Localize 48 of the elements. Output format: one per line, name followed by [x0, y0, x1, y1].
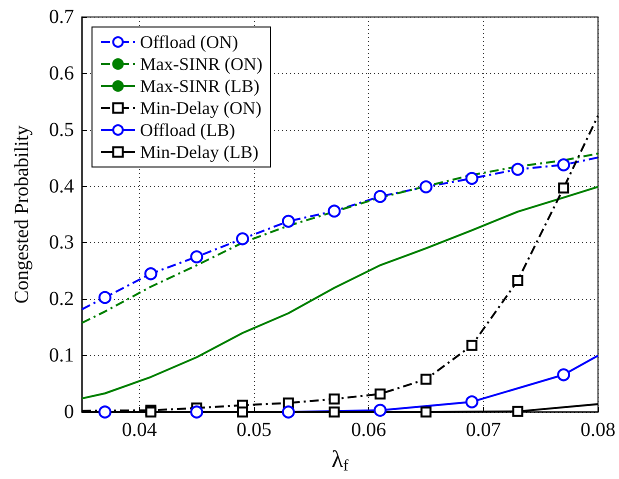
legend-label: Max-SINR (LB)	[140, 76, 260, 96]
y-axis-title: Congested Probability	[11, 125, 33, 304]
legend-label: Offload (LB)	[140, 120, 236, 140]
x-tick-label: 0.05	[236, 419, 272, 441]
point	[511, 162, 524, 176]
point	[466, 340, 478, 351]
y-tick-label: 0.4	[49, 175, 74, 198]
point	[282, 406, 295, 418]
point	[98, 406, 112, 418]
y-tick-label: 0.7	[49, 6, 74, 28]
x-tick-label: 0.07	[466, 419, 501, 441]
point	[282, 214, 295, 228]
point	[236, 232, 250, 246]
point	[328, 406, 340, 418]
legend-label: Min-Delay (ON)	[140, 98, 262, 118]
point	[328, 394, 340, 405]
x-tick-label: 0.06	[351, 419, 386, 441]
point	[420, 406, 432, 418]
x-tick-label: 0.08	[580, 419, 616, 441]
point	[512, 406, 524, 417]
legend-label: Offload (ON)	[140, 32, 238, 52]
point	[512, 275, 524, 286]
point	[374, 404, 387, 417]
point	[190, 406, 204, 418]
y-tick-label: 0.2	[49, 288, 74, 310]
legend-label: Min-Delay (LB)	[140, 142, 258, 162]
point	[557, 158, 570, 172]
y-tick-label: 0	[64, 401, 74, 423]
point	[465, 172, 478, 185]
y-tick-label: 0.6	[49, 62, 74, 84]
point	[98, 290, 112, 304]
point	[557, 368, 570, 382]
point	[144, 267, 158, 280]
point	[420, 374, 432, 385]
legend-label: Max-SINR (ON)	[140, 54, 262, 74]
point	[237, 406, 248, 418]
point	[420, 180, 432, 194]
y-tick-label: 0.3	[49, 232, 74, 254]
point	[374, 190, 387, 203]
point	[190, 250, 204, 264]
y-tick-label: 0.1	[49, 344, 74, 367]
point	[558, 182, 570, 194]
point	[374, 388, 386, 400]
point	[328, 204, 341, 218]
point	[465, 395, 478, 408]
y-tick-label: 0.5	[49, 118, 74, 141]
x-tick-label: 0.04	[122, 419, 157, 441]
line-series	[81, 186, 599, 400]
